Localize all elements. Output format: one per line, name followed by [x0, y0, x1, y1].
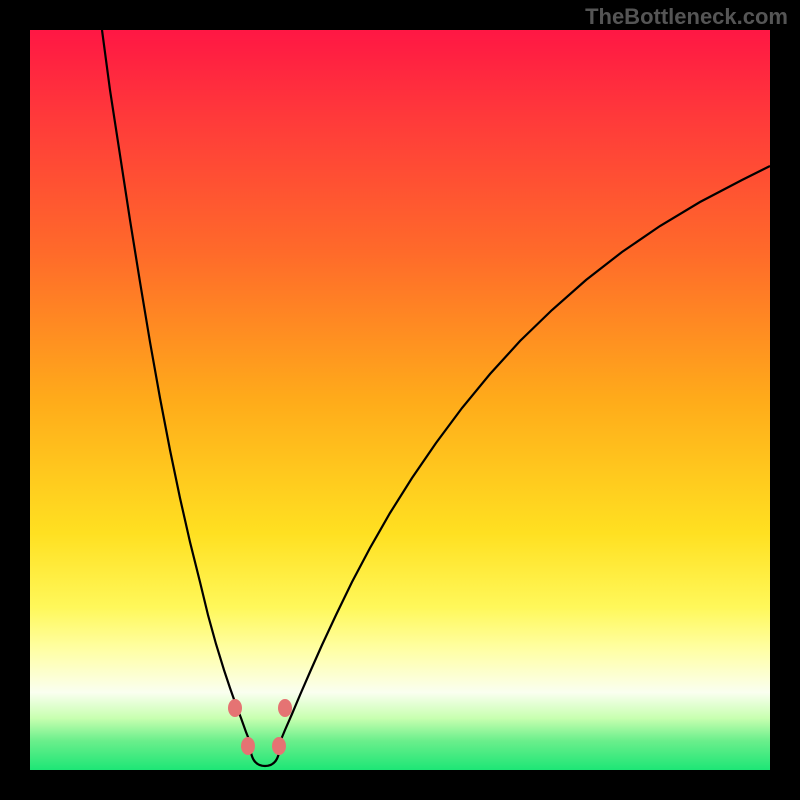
curve-layer: [30, 30, 770, 770]
bottleneck-curve-right: [280, 166, 770, 742]
chart-container: TheBottleneck.com: [0, 0, 800, 800]
bottleneck-curve-left: [102, 30, 250, 742]
curve-marker: [241, 737, 255, 755]
plot-area: [30, 30, 770, 770]
watermark-text: TheBottleneck.com: [585, 4, 788, 30]
curve-marker: [272, 737, 286, 755]
curve-marker: [278, 699, 292, 717]
curve-marker: [228, 699, 242, 717]
marker-group: [228, 699, 292, 755]
